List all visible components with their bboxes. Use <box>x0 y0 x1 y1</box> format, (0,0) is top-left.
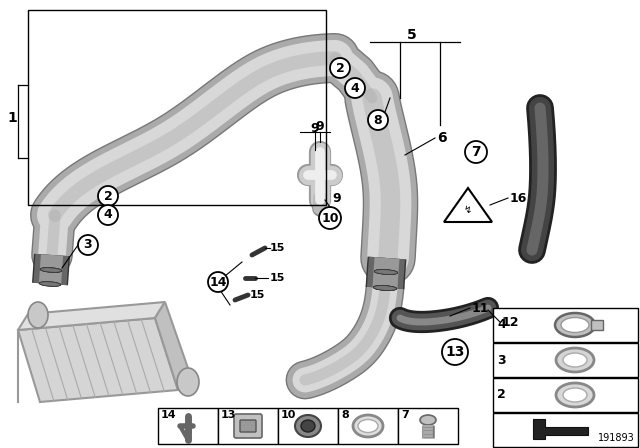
Text: 12: 12 <box>502 315 520 328</box>
Ellipse shape <box>373 285 397 290</box>
Circle shape <box>465 141 487 163</box>
Text: 191893: 191893 <box>598 433 635 443</box>
Text: 1: 1 <box>7 111 17 125</box>
Text: 3: 3 <box>84 238 92 251</box>
Text: 16: 16 <box>510 191 527 204</box>
Ellipse shape <box>563 388 587 402</box>
Circle shape <box>368 110 388 130</box>
Text: 9: 9 <box>332 191 340 204</box>
FancyBboxPatch shape <box>234 414 262 438</box>
Text: 15: 15 <box>270 243 285 253</box>
Text: 13: 13 <box>221 410 236 420</box>
Circle shape <box>319 207 341 229</box>
Ellipse shape <box>177 368 199 396</box>
Text: 15: 15 <box>270 273 285 283</box>
Circle shape <box>208 272 228 292</box>
Ellipse shape <box>563 353 587 367</box>
Ellipse shape <box>358 419 378 432</box>
Text: 2: 2 <box>104 190 113 202</box>
Bar <box>493 343 638 377</box>
Bar <box>158 408 218 444</box>
Ellipse shape <box>295 415 321 437</box>
Text: 10: 10 <box>321 211 339 224</box>
Circle shape <box>442 339 468 365</box>
Ellipse shape <box>301 420 315 432</box>
Circle shape <box>98 205 118 225</box>
Circle shape <box>98 186 118 206</box>
Text: 13: 13 <box>445 345 465 359</box>
Text: 4: 4 <box>351 82 360 95</box>
Ellipse shape <box>420 415 436 425</box>
Ellipse shape <box>374 270 397 275</box>
Bar <box>278 408 338 444</box>
Text: 7: 7 <box>471 145 481 159</box>
Text: 14: 14 <box>209 276 227 289</box>
Polygon shape <box>533 419 588 439</box>
Text: 14: 14 <box>161 410 177 420</box>
FancyBboxPatch shape <box>240 420 256 432</box>
Text: 9: 9 <box>310 121 319 134</box>
Text: 9: 9 <box>316 120 324 133</box>
Ellipse shape <box>556 383 594 407</box>
Text: 10: 10 <box>281 410 296 420</box>
Ellipse shape <box>40 268 62 272</box>
Bar <box>398 408 458 444</box>
Ellipse shape <box>40 268 62 272</box>
Bar <box>591 320 603 330</box>
Text: ↯: ↯ <box>464 205 472 215</box>
Text: 3: 3 <box>497 353 506 366</box>
Circle shape <box>330 58 350 78</box>
Text: 2: 2 <box>335 61 344 74</box>
Text: 6: 6 <box>437 131 447 145</box>
Text: 8: 8 <box>374 113 382 126</box>
Text: 9: 9 <box>319 199 321 201</box>
Circle shape <box>345 78 365 98</box>
Ellipse shape <box>374 270 397 275</box>
Text: 5: 5 <box>407 28 417 42</box>
Polygon shape <box>444 188 492 222</box>
Ellipse shape <box>39 282 61 286</box>
Ellipse shape <box>373 285 397 290</box>
Ellipse shape <box>353 415 383 437</box>
Polygon shape <box>155 302 190 390</box>
Text: 8: 8 <box>341 410 349 420</box>
Bar <box>493 308 638 342</box>
Text: 2: 2 <box>497 388 506 401</box>
Text: 4: 4 <box>497 319 506 332</box>
Polygon shape <box>18 302 165 330</box>
Bar <box>218 408 278 444</box>
Ellipse shape <box>39 282 61 286</box>
Ellipse shape <box>555 313 595 337</box>
Ellipse shape <box>373 285 397 290</box>
Ellipse shape <box>561 318 589 332</box>
Ellipse shape <box>40 268 62 272</box>
Polygon shape <box>18 318 178 402</box>
Circle shape <box>78 235 98 255</box>
Text: 15: 15 <box>250 290 266 300</box>
Ellipse shape <box>40 268 62 272</box>
Ellipse shape <box>556 348 594 372</box>
Ellipse shape <box>28 302 48 328</box>
Bar <box>493 413 638 447</box>
Text: 11: 11 <box>472 302 490 314</box>
Bar <box>338 408 398 444</box>
Bar <box>493 378 638 412</box>
Text: 7: 7 <box>401 410 409 420</box>
Ellipse shape <box>374 270 397 275</box>
Ellipse shape <box>39 282 61 286</box>
Ellipse shape <box>373 285 397 290</box>
Text: 4: 4 <box>104 208 113 221</box>
Bar <box>28 10 326 205</box>
